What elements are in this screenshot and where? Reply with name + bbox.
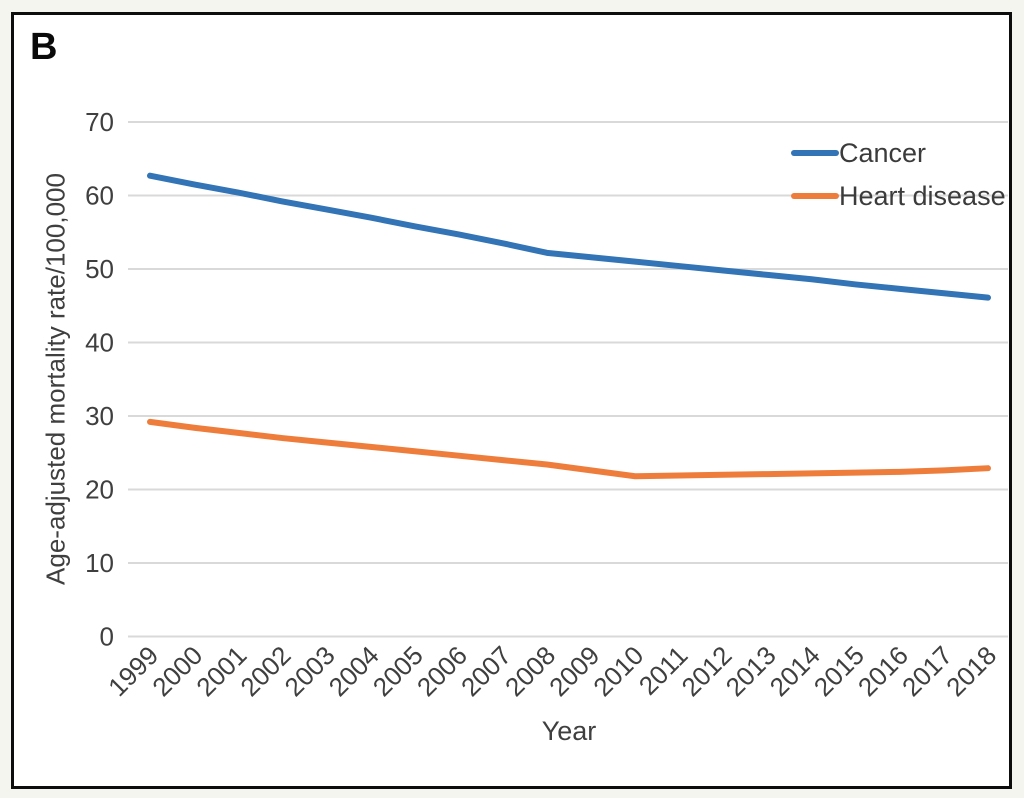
cancer-legend-label: Cancer [839, 138, 927, 168]
x-tick-label-2011: 2011 [633, 640, 694, 701]
y-tick-label-40: 40 [85, 328, 114, 358]
figure-border [11, 12, 1012, 789]
cancer-line-swatch [791, 150, 839, 156]
heart-disease-line [147, 418, 991, 480]
y-tick-label-30: 30 [85, 401, 114, 431]
heart-disease-legend-label: Heart disease [839, 181, 1006, 211]
legend-item-heart-disease: Heart disease [791, 181, 1006, 211]
y-tick-label-10: 10 [85, 548, 114, 578]
y-tick-label-50: 50 [85, 254, 114, 284]
x-tick-label-2018: 2018 [940, 640, 1002, 702]
y-tick-label-20: 20 [85, 475, 114, 505]
y-tick-label-0: 0 [100, 622, 114, 652]
panel-label: B [30, 26, 58, 68]
cancer-line [147, 172, 991, 301]
y-tick-label-60: 60 [85, 181, 114, 211]
y-tick-label-70: 70 [85, 107, 114, 137]
legend: Cancer Heart disease [791, 138, 1006, 224]
y-axis-title: Age-adjusted mortality rate/100,000 [40, 173, 71, 585]
legend-item-cancer: Cancer [791, 138, 1006, 168]
heart-disease-line-swatch [791, 193, 839, 199]
x-axis-title: Year [541, 716, 597, 746]
